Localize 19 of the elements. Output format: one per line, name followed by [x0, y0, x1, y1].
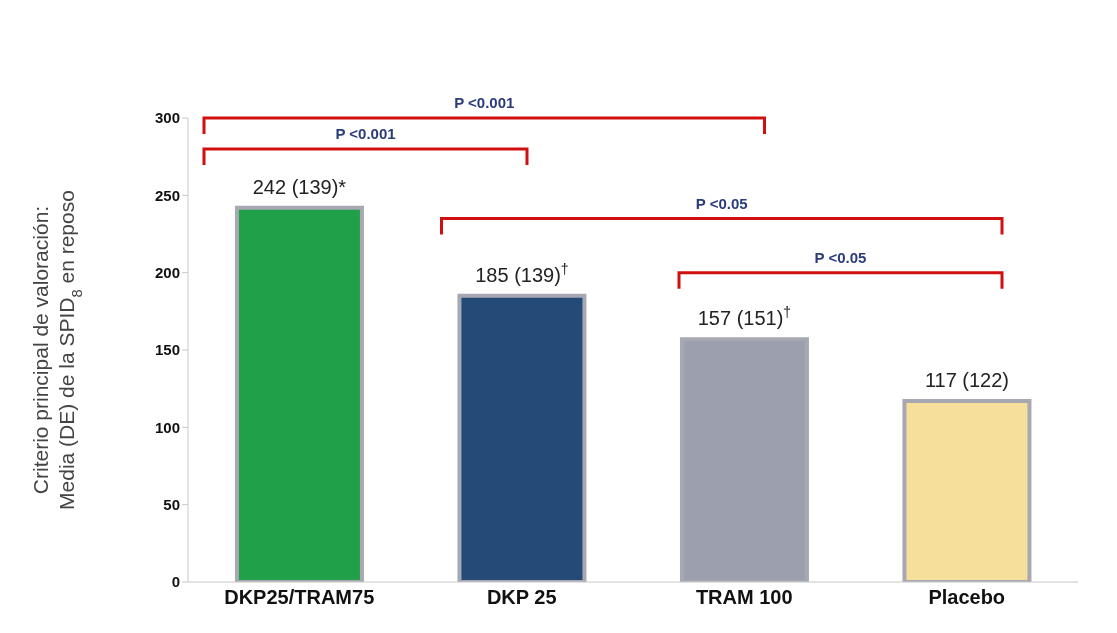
y-tick-label: 150	[154, 341, 180, 359]
x-tick-label: DKP25/TRAM75	[224, 586, 375, 609]
data-label: 185 (139)$^{†}$	[475, 260, 569, 286]
x-tick-label: DKP 25	[486, 586, 557, 609]
annotation: P <0.05	[814, 248, 867, 266]
annotation: P <0.001	[335, 124, 396, 142]
y-tick-label: 100	[154, 418, 180, 436]
data-label: 157 (151)$^{†}$	[697, 304, 792, 330]
data-label: 117 (122)	[924, 369, 1010, 392]
y-tick-label: 300	[154, 109, 180, 127]
x-tick-label: TRAM 100	[695, 586, 793, 609]
annotation: P <0.05	[695, 194, 748, 212]
data-label: 242 (139)*	[252, 175, 347, 198]
y-tick-label: 50	[163, 495, 180, 513]
y-tick-label: 200	[154, 263, 180, 281]
x-tick-label: Placebo	[928, 586, 1006, 609]
y-tick-label: 0	[171, 573, 180, 591]
y-tick-label: 250	[154, 186, 180, 204]
text: P <0.001	[454, 94, 515, 111]
